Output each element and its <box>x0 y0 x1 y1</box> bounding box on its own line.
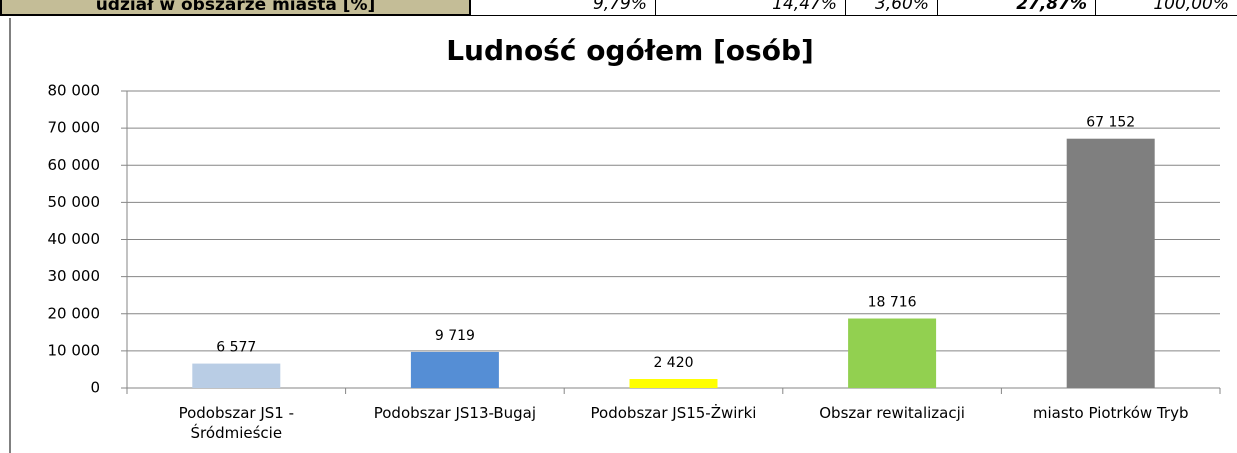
x-tick-label: Podobszar JS15-Żwirki <box>590 404 757 422</box>
data-label: 6 577 <box>216 340 256 356</box>
table-cell: 100,00% <box>1095 0 1237 16</box>
bar <box>629 379 718 388</box>
x-tick-label: miasto Piotrków Tryb <box>1032 404 1189 422</box>
y-tick-label: 60 000 <box>48 156 101 174</box>
x-tick-label: Obszar rewitalizacji <box>819 404 965 422</box>
x-tick-label: Podobszar JS1 - Śródmieście <box>178 404 294 442</box>
chart-title: Ludność ogółem [osób] <box>446 34 814 67</box>
y-tick-label: 80 000 <box>48 82 101 100</box>
y-tick-label: 40 000 <box>48 230 101 248</box>
y-tick-label: 20 000 <box>48 304 101 322</box>
y-tick-label: 0 <box>90 379 100 397</box>
data-label: 2 420 <box>653 355 693 371</box>
row-header: udział w obszarze miasta [%] <box>0 0 471 16</box>
x-tick-label: Podobszar JS13-Bugaj <box>373 404 537 422</box>
y-tick-label: 10 000 <box>48 341 101 359</box>
y-tick-label: 50 000 <box>48 193 101 211</box>
bar <box>1066 138 1155 388</box>
data-label: 9 719 <box>435 328 475 344</box>
y-tick-label: 70 000 <box>48 119 101 137</box>
table-row: udział w obszarze miasta [%] 9,79% 14,47% 3… <box>0 0 1237 18</box>
y-tick-label: 30 000 <box>48 267 101 285</box>
bar <box>848 318 937 388</box>
data-label: 67 152 <box>1086 115 1135 131</box>
data-label: 18 716 <box>868 295 917 311</box>
bar <box>192 363 281 388</box>
bar <box>410 351 499 388</box>
